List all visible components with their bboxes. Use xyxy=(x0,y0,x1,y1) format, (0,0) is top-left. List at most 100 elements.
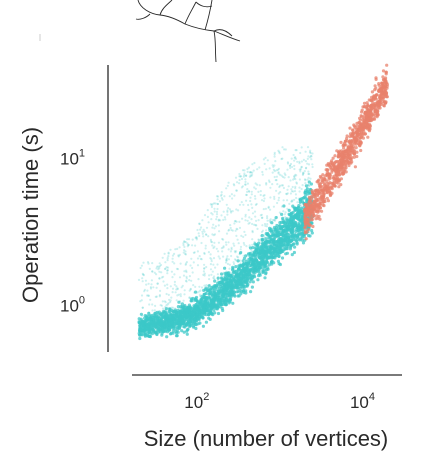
scatter-point-salmon xyxy=(330,187,334,191)
scatter-point-cyan xyxy=(210,204,213,207)
scatter-point-cyan xyxy=(159,316,163,320)
scatter-point-cyan xyxy=(181,314,185,318)
scatter-point-salmon xyxy=(354,142,358,146)
scatter-point-cyan xyxy=(251,163,254,166)
scatter-point-cyan xyxy=(276,259,280,263)
scatter-point-cyan xyxy=(286,188,289,191)
scatter-point-cyan xyxy=(247,203,250,207)
scatter-point-cyan xyxy=(213,275,216,278)
scatter-point-salmon xyxy=(333,154,337,158)
scatter-point-salmon xyxy=(321,185,325,189)
scatter-point-cyan xyxy=(207,284,211,288)
scatter-point-cyan xyxy=(202,270,205,273)
scatter-point-salmon xyxy=(364,110,368,114)
scatter-point-cyan xyxy=(215,218,218,221)
scatter-point-cyan xyxy=(258,273,262,277)
scatter-point-cyan xyxy=(283,176,286,179)
scatter-point-salmon xyxy=(334,160,338,164)
scatter-point-cyan xyxy=(221,250,224,253)
scatter-point-cyan xyxy=(147,294,150,297)
scatter-point-cyan xyxy=(169,299,172,302)
scatter-point-cyan xyxy=(255,251,258,254)
scatter-point-cyan xyxy=(285,193,288,196)
scatter-point-cyan xyxy=(272,237,276,241)
scatter-point-cyan xyxy=(261,173,264,176)
scatter-point-cyan xyxy=(211,244,214,247)
scatter-point-cyan xyxy=(264,271,268,275)
scatter-point-cyan xyxy=(202,292,206,296)
scatter-point-cyan xyxy=(269,186,272,189)
scatter-point-cyan xyxy=(244,180,247,183)
scatter-point-cyan xyxy=(216,305,220,309)
scatter-point-cyan xyxy=(219,289,223,293)
scatter-point-cyan xyxy=(197,232,200,235)
scatter-point-cyan xyxy=(165,308,168,311)
scatter-point-salmon xyxy=(365,116,369,120)
scatter-point-cyan xyxy=(259,193,262,197)
scatter-point-cyan xyxy=(277,171,280,174)
scatter-point-cyan xyxy=(203,274,206,277)
scatter-point-cyan xyxy=(294,178,297,181)
scatter-point-salmon xyxy=(370,90,374,94)
scatter-point-cyan xyxy=(152,286,155,289)
scatter-point-cyan xyxy=(301,201,305,205)
scatter-point-cyan xyxy=(226,210,229,213)
scatter-point-cyan xyxy=(251,173,254,176)
scatter-point-cyan xyxy=(290,190,293,193)
scatter-point-cyan xyxy=(275,175,278,178)
scatter-point-salmon xyxy=(318,203,322,207)
scatter-point-cyan xyxy=(225,259,228,262)
scatter-point-cyan xyxy=(225,258,228,261)
scatter-point-cyan xyxy=(213,277,216,280)
scatter-point-cyan xyxy=(265,246,269,250)
scatter-point-cyan xyxy=(205,226,209,229)
scatter-point-cyan xyxy=(244,284,248,288)
scatter-point-cyan xyxy=(164,307,168,311)
scatter-point-cyan xyxy=(197,278,200,281)
scatter-point-cyan xyxy=(205,265,208,269)
scatter-point-cyan xyxy=(230,254,233,258)
scatter-point-salmon xyxy=(339,167,343,171)
scatter-point-cyan xyxy=(288,164,291,167)
scatter-point-cyan xyxy=(273,219,276,222)
scatter-point-cyan xyxy=(198,255,201,258)
scatter-point-cyan xyxy=(210,240,213,243)
scatter-point-cyan xyxy=(290,188,293,191)
scatter-point-cyan xyxy=(183,240,186,243)
scatter-point-cyan xyxy=(207,235,210,238)
scatter-point-cyan xyxy=(260,230,263,234)
scatter-point-cyan xyxy=(160,271,163,274)
scatter-point-cyan xyxy=(299,168,302,171)
scatter-point-cyan xyxy=(190,322,194,326)
scatter-point-salmon xyxy=(311,211,315,215)
scatter-point-cyan xyxy=(253,195,257,198)
scatter-point-cyan xyxy=(174,321,178,325)
scatter-point-salmon xyxy=(366,135,370,139)
scatter-point-cyan xyxy=(230,193,233,196)
scatter-point-cyan xyxy=(240,274,244,278)
scatter-point-cyan xyxy=(182,251,185,254)
scatter-point-cyan xyxy=(251,229,254,233)
scatter-point-salmon xyxy=(337,178,341,182)
scatter-point-cyan xyxy=(281,216,285,220)
scatter-point-salmon xyxy=(322,181,326,186)
scatter-point-cyan xyxy=(223,216,226,219)
scatter-point-cyan xyxy=(158,265,161,268)
scatter-point-cyan xyxy=(307,183,310,186)
scatter-point-cyan xyxy=(235,290,239,294)
scatter-point-cyan xyxy=(291,242,295,246)
scatter-point-cyan xyxy=(250,193,253,196)
scatter-point-cyan xyxy=(205,284,208,287)
scatter-point-cyan xyxy=(190,299,194,303)
scatter-point-cyan xyxy=(250,203,253,206)
scatter-point-salmon xyxy=(376,100,380,104)
scatter-point-cyan xyxy=(239,248,242,251)
scatter-point-cyan xyxy=(182,243,185,247)
scatter-point-cyan xyxy=(210,212,213,215)
scatter-point-cyan xyxy=(189,287,192,290)
scatter-point-cyan xyxy=(232,242,235,245)
scatter-point-cyan xyxy=(208,317,212,321)
scatter-point-cyan xyxy=(294,223,298,227)
scatter-point-cyan xyxy=(247,251,250,255)
scatter-point-cyan xyxy=(232,183,235,186)
